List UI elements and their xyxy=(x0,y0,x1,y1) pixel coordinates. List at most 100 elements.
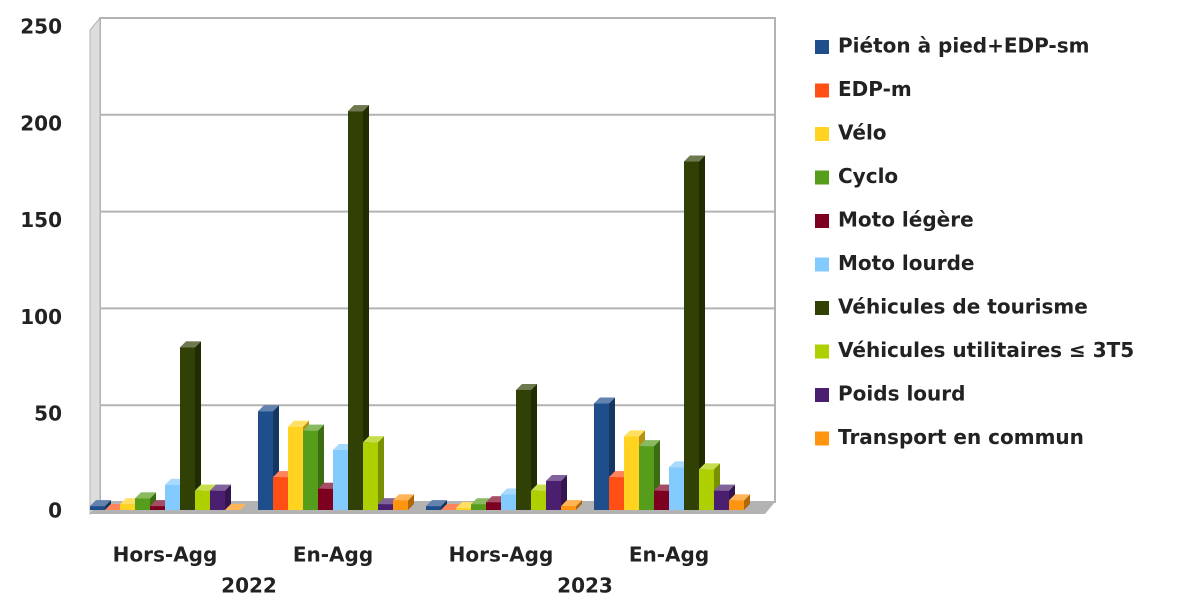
legend-label: Moto lourde xyxy=(838,251,974,275)
bar-top-shade xyxy=(135,492,156,499)
bar-top xyxy=(258,405,279,412)
legend-swatch xyxy=(815,344,829,359)
x-tick-label: Hors-Agg xyxy=(449,543,554,567)
bar-top-shade xyxy=(546,474,567,481)
bar-top-shade xyxy=(699,463,720,470)
bar-top xyxy=(714,484,735,491)
bar xyxy=(378,504,393,510)
bar xyxy=(90,506,105,510)
x-tick-label: En-Agg xyxy=(629,543,709,567)
legend-label: Piéton à pied+EDP-sm xyxy=(838,34,1089,58)
y-tick-label: 0 xyxy=(48,499,62,523)
bar xyxy=(609,477,624,510)
legend-label: Poids lourd xyxy=(838,382,965,406)
bar xyxy=(684,161,699,510)
y-tick-label: 250 xyxy=(20,15,62,39)
legend-label: Vélo xyxy=(838,121,887,145)
bar-side-shade xyxy=(408,494,414,510)
bar-top xyxy=(699,463,720,470)
bar-top-shade xyxy=(594,397,615,404)
bar xyxy=(714,490,729,510)
legend-swatch xyxy=(815,301,829,315)
bar-top-shade xyxy=(426,500,447,507)
bar xyxy=(699,469,714,510)
bar xyxy=(333,449,348,510)
bar-side xyxy=(561,474,567,510)
y-tick-label: 100 xyxy=(20,305,62,329)
bar-top xyxy=(426,500,447,507)
bar xyxy=(210,490,225,510)
bar xyxy=(486,502,501,510)
bar xyxy=(303,430,318,510)
bar-top xyxy=(225,504,246,510)
bar-side xyxy=(378,436,384,510)
bar-side xyxy=(531,383,537,510)
bar xyxy=(135,498,150,510)
legend-label: Véhicules utilitaires ≤ 3T5 xyxy=(838,338,1134,362)
bar-top-shade xyxy=(684,155,705,162)
bar-side-shade xyxy=(561,474,567,510)
bar xyxy=(393,500,408,510)
y-tick-label: 50 xyxy=(34,402,62,426)
legend-swatch xyxy=(815,214,829,228)
bar xyxy=(258,411,273,510)
bar xyxy=(456,508,471,510)
bar-side-shade xyxy=(576,500,582,510)
bar xyxy=(531,490,546,510)
bar-top xyxy=(393,494,414,501)
bar-top-shade xyxy=(393,494,414,501)
bar-side-shade xyxy=(531,383,537,510)
x-group-label: 2023 xyxy=(557,574,613,598)
bar-top xyxy=(303,424,324,431)
bar-top xyxy=(594,397,615,404)
bar-side-shade xyxy=(363,105,369,511)
bar xyxy=(639,446,654,510)
bar-top xyxy=(561,500,582,507)
bar-top xyxy=(363,436,384,443)
bar-top-shade xyxy=(516,383,537,390)
x-tick-label: En-Agg xyxy=(293,543,373,567)
legend-label: Transport en commun xyxy=(838,425,1084,449)
legend-label: Véhicules de tourisme xyxy=(838,295,1088,319)
bar-top-shade xyxy=(624,430,645,437)
legend-swatch xyxy=(815,257,829,272)
bar xyxy=(273,477,288,510)
bar-top xyxy=(210,484,231,491)
bar xyxy=(501,494,516,510)
bar-side xyxy=(576,500,582,510)
bar xyxy=(729,500,744,510)
bar-side-shade xyxy=(744,494,750,510)
bar-top-shade xyxy=(90,500,111,507)
legend-swatch xyxy=(815,40,829,54)
bar-side xyxy=(195,341,201,510)
bar xyxy=(150,506,165,510)
bar-side xyxy=(699,155,705,510)
bar-side xyxy=(105,500,111,510)
bar-top-shade xyxy=(195,484,216,491)
bar xyxy=(654,490,669,510)
legend-label: EDP-m xyxy=(838,77,912,101)
side-wall xyxy=(89,16,101,516)
bar-top xyxy=(348,105,369,112)
bar-side-shade xyxy=(105,500,111,510)
bar-top xyxy=(729,494,750,501)
bar xyxy=(165,484,180,510)
bar-top-shade xyxy=(561,500,582,507)
bar-top-shade xyxy=(363,436,384,443)
bar-side xyxy=(744,494,750,510)
bar-side-shade xyxy=(378,436,384,510)
bar xyxy=(561,506,576,510)
bar xyxy=(669,467,684,510)
bar-side-shade xyxy=(225,484,231,510)
bar-side xyxy=(363,105,369,511)
bar xyxy=(318,488,333,510)
y-tick-label: 200 xyxy=(20,111,62,135)
bar-side-shade xyxy=(195,341,201,510)
legend-label: Cyclo xyxy=(838,164,898,188)
bar xyxy=(195,490,210,510)
bar-top-shade xyxy=(225,504,246,510)
y-tick-label: 150 xyxy=(20,208,62,232)
legend-swatch xyxy=(815,170,829,185)
legend-swatch xyxy=(815,83,829,98)
